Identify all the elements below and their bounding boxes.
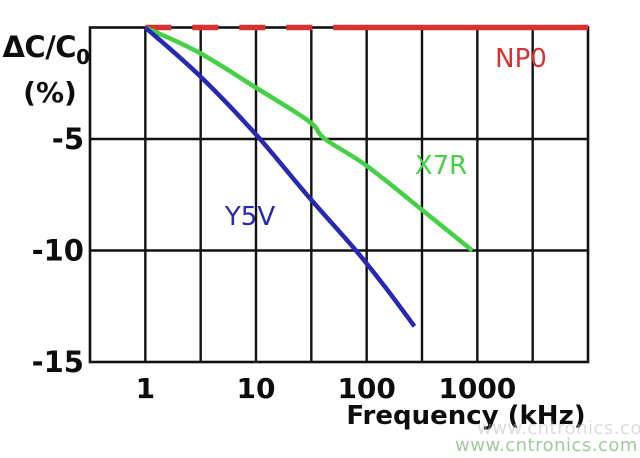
gridlines [90, 27, 588, 362]
y-axis-title: ΔC/C0 [2, 30, 89, 69]
x-tick-label-1: 1 [136, 372, 155, 405]
x-tick-label-100: 100 [337, 372, 395, 405]
y-tick-label--10: -10 [32, 234, 84, 268]
x-tick-label-10: 10 [237, 372, 276, 405]
x7r-curve [144, 25, 474, 253]
y5v-label: Y5V [224, 202, 275, 232]
curve-labels: NP0 X7R Y5V [224, 44, 547, 232]
y-axis-unit: (%) [23, 76, 77, 109]
plot-border [88, 26, 590, 364]
y-axis-title-main: ΔC/C [2, 30, 76, 64]
np0-label: NP0 [495, 44, 547, 74]
watermark-text: www.cntronics.com [455, 435, 638, 456]
y-tick-label--5: -5 [52, 122, 84, 156]
y5v-curve [143, 25, 417, 328]
y-tick-label--15: -15 [32, 345, 84, 379]
x-axis-title: Frequency (kHz) [346, 401, 585, 431]
x-tick-label-1000: 1000 [438, 372, 516, 405]
curves [143, 24, 588, 328]
y-axis-title-subscript: 0 [76, 45, 89, 69]
x7r-label: X7R [415, 151, 467, 181]
watermark-ghost-text: www.cntronics.com [477, 418, 640, 439]
axis-tick-labels: 1 10 100 1000 -5 -10 -15 [32, 122, 517, 405]
